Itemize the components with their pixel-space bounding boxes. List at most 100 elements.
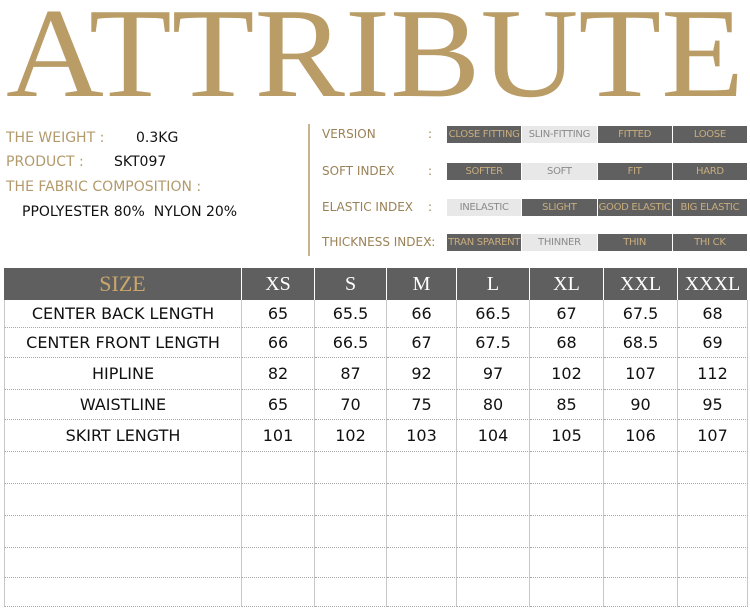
empty-cell: [242, 516, 315, 548]
table-cell: 68.5: [604, 328, 678, 358]
table-cell: 104: [457, 420, 530, 452]
table-cell: 107: [678, 420, 748, 452]
empty-cell: [678, 548, 748, 578]
empty-cell: [4, 484, 242, 516]
table-cell: 70: [315, 390, 387, 420]
attribute-option: FIT: [597, 163, 672, 180]
column-header: S: [315, 268, 387, 300]
title: ATTRIBUTE: [6, 0, 744, 110]
row-label: SKIRT LENGTH: [4, 420, 242, 452]
attribute-option: SOFTER: [447, 163, 522, 180]
product-label: PRODUCT :: [6, 154, 84, 170]
separator: :: [428, 164, 433, 178]
separator: :: [428, 200, 433, 214]
empty-cell: [457, 452, 530, 484]
empty-cell: [604, 516, 678, 548]
attribute-option: SLIN-FITTING: [522, 126, 597, 143]
attribute-option: THINNER: [522, 234, 597, 251]
column-header: M: [387, 268, 457, 300]
attribute-option: INELASTIC: [447, 199, 522, 216]
attribute-option: TRAN SPARENT: [447, 234, 522, 251]
empty-cell: [457, 484, 530, 516]
empty-cell: [315, 452, 387, 484]
table-cell: 66: [242, 328, 315, 358]
empty-cell: [4, 516, 242, 548]
attribute-option: HARD: [672, 163, 747, 180]
weight-label: THE WEIGHT :: [6, 130, 105, 146]
empty-cell: [4, 548, 242, 578]
empty-cell: [387, 516, 457, 548]
column-header: XL: [530, 268, 604, 300]
empty-cell: [315, 578, 387, 607]
table-cell: 67: [530, 300, 604, 328]
row-label: CENTER BACK LENGTH: [4, 300, 242, 328]
empty-cell: [530, 516, 604, 548]
row-label: WAISTLINE: [4, 390, 242, 420]
empty-cell: [387, 484, 457, 516]
fabric-label: THE FABRIC COMPOSITION :: [6, 179, 202, 195]
attribute-option: FITTED: [597, 126, 672, 143]
size-header: SIZE: [4, 268, 242, 300]
table-cell: 102: [315, 420, 387, 452]
empty-cell: [530, 578, 604, 607]
row-label: HIPLINE: [4, 358, 242, 390]
table-cell: 66.5: [457, 300, 530, 328]
table-cell: 68: [678, 300, 748, 328]
attribute-option: THI CK: [672, 234, 747, 251]
divider: [308, 124, 310, 256]
attribute-option: SLIGHT ELASTIC: [522, 199, 597, 216]
empty-cell: [242, 452, 315, 484]
empty-cell: [457, 516, 530, 548]
row-label: CENTER FRONT LENGTH: [4, 328, 242, 358]
table-cell: 105: [530, 420, 604, 452]
empty-cell: [242, 484, 315, 516]
table-cell: 90: [604, 390, 678, 420]
separator: :: [428, 127, 433, 141]
empty-cell: [530, 484, 604, 516]
attribute-option: THIN: [597, 234, 672, 251]
table-cell: 103: [387, 420, 457, 452]
empty-cell: [678, 578, 748, 607]
attribute-option: GOOD ELASTIC: [597, 199, 672, 216]
table-cell: 102: [530, 358, 604, 390]
empty-cell: [242, 578, 315, 607]
attribute-label: SOFT INDEX: [322, 164, 395, 178]
fabric-value: PPOLYESTER 80% NYLON 20%: [22, 204, 238, 220]
empty-cell: [242, 548, 315, 578]
table-cell: 106: [604, 420, 678, 452]
attribute-option: CLOSE FITTING: [447, 126, 522, 143]
empty-cell: [457, 578, 530, 607]
empty-cell: [530, 548, 604, 578]
empty-cell: [315, 548, 387, 578]
empty-cell: [457, 548, 530, 578]
table-cell: 66: [387, 300, 457, 328]
table-cell: 65: [242, 390, 315, 420]
attribute-option: SOFT: [522, 163, 597, 180]
empty-cell: [678, 516, 748, 548]
separator: :: [428, 235, 433, 249]
empty-cell: [604, 548, 678, 578]
table-cell: 66.5: [315, 328, 387, 358]
table-cell: 85: [530, 390, 604, 420]
empty-cell: [530, 452, 604, 484]
table-cell: 69: [678, 328, 748, 358]
column-header: XXXL: [678, 268, 748, 300]
table-cell: 101: [242, 420, 315, 452]
title-banner: ATTRIBUTE: [6, 0, 744, 110]
table-cell: 67.5: [604, 300, 678, 328]
table-cell: 112: [678, 358, 748, 390]
empty-cell: [604, 578, 678, 607]
empty-cell: [678, 484, 748, 516]
attribute-label: THICKNESS INDEX:: [322, 235, 436, 249]
empty-cell: [678, 452, 748, 484]
attribute-label: ELASTIC INDEX: [322, 200, 413, 214]
column-header: L: [457, 268, 530, 300]
table-cell: 68: [530, 328, 604, 358]
table-cell: 80: [457, 390, 530, 420]
attribute-option: LOOSE: [672, 126, 747, 143]
empty-cell: [315, 516, 387, 548]
table-cell: 67.5: [457, 328, 530, 358]
attribute-label: VERSION: [322, 127, 376, 141]
empty-cell: [4, 578, 242, 607]
empty-cell: [604, 484, 678, 516]
